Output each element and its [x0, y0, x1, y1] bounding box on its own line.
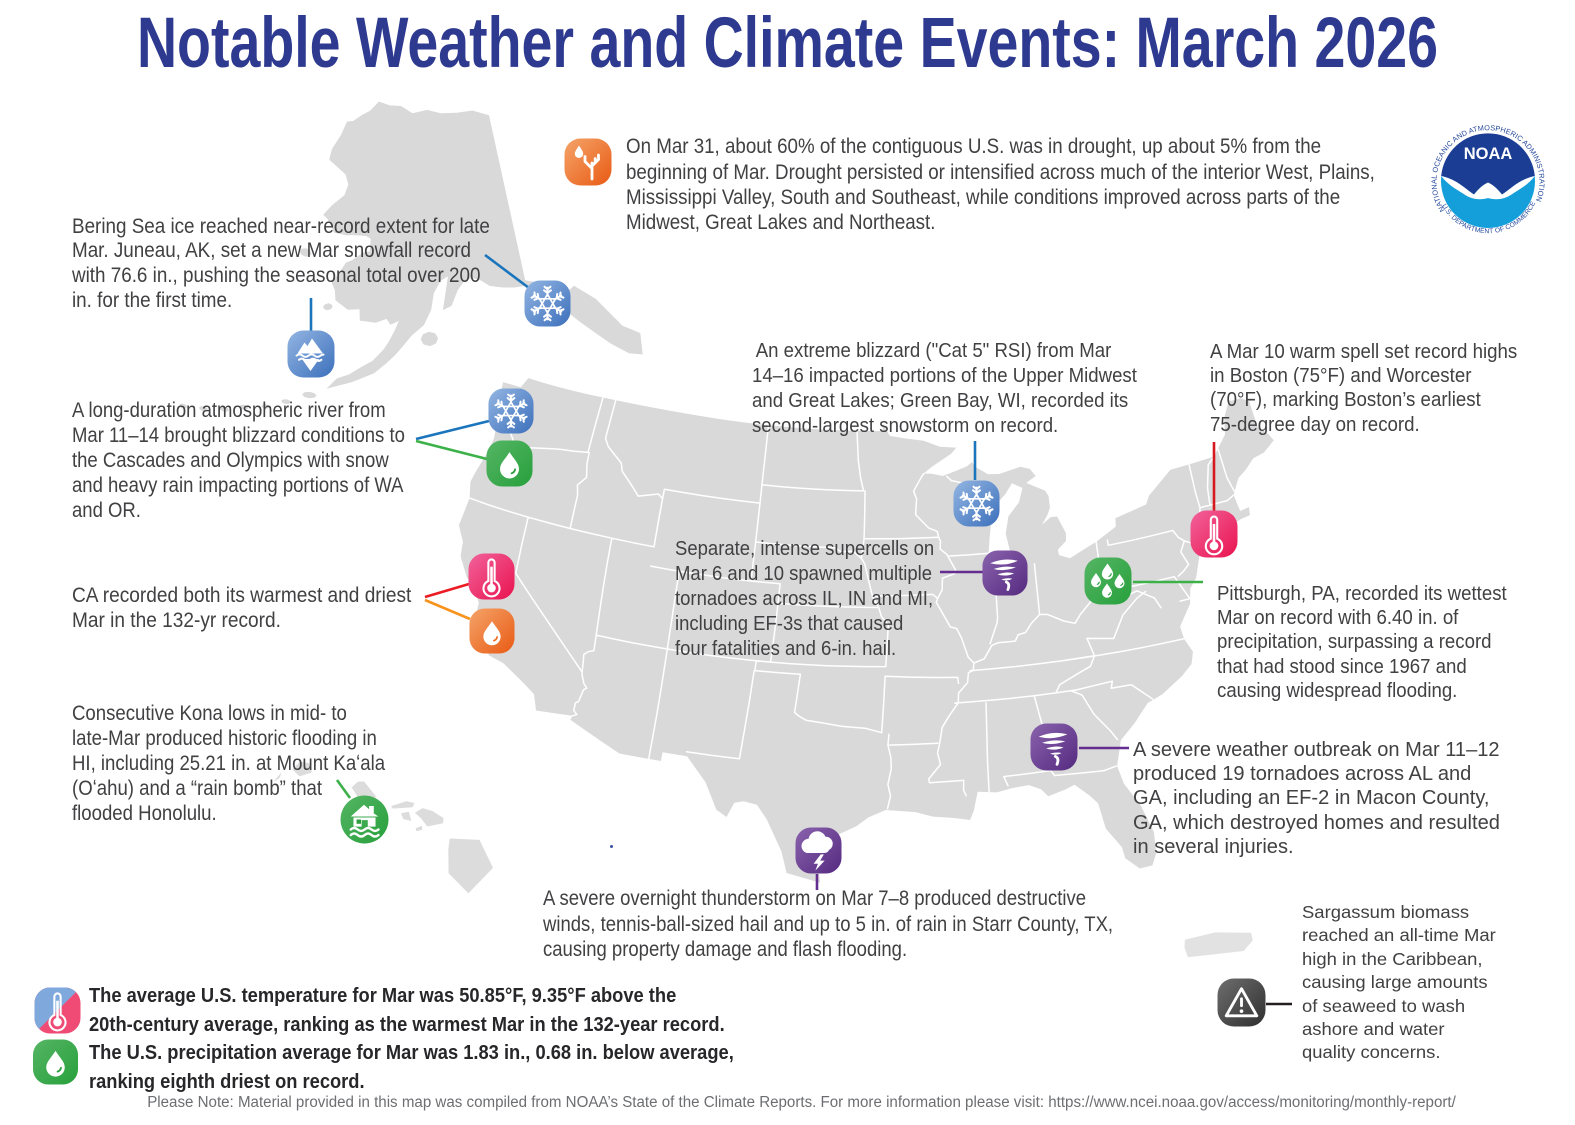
svg-text:NOAA: NOAA [1464, 145, 1513, 163]
